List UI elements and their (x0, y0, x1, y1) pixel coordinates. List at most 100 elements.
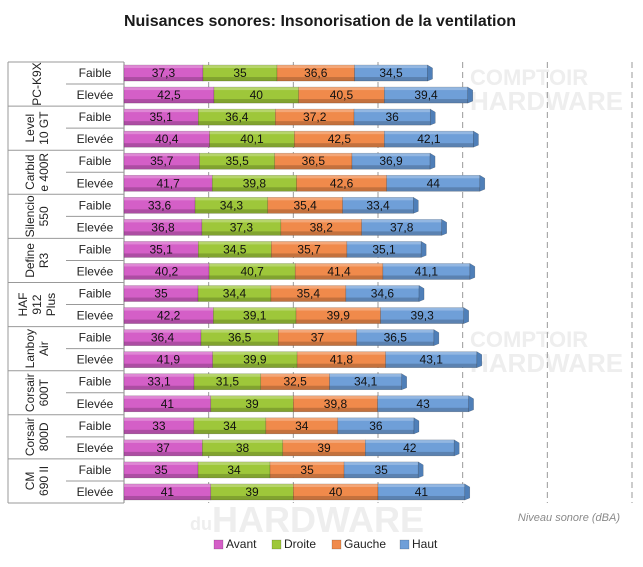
bar-segment-highlight (294, 131, 385, 135)
bar-end-cap (417, 461, 424, 479)
value-label: 37 (311, 331, 325, 345)
group-label-6: LanboyAir (23, 329, 51, 368)
legend-label-gauche: Gauche (344, 537, 386, 551)
bar-segment-highlight (201, 219, 281, 223)
level-label: Elevée (77, 309, 114, 323)
bar-segment-highlight (212, 175, 297, 179)
value-label: 39 (245, 485, 259, 499)
bar-segment-shade (280, 231, 362, 236)
bar-segment-shade (124, 143, 210, 148)
bar-segment-shade (213, 319, 297, 324)
bar-segment-highlight (337, 417, 414, 421)
bar-end-cap (418, 285, 425, 302)
value-label: 39,3 (410, 309, 434, 323)
value-label: 40 (329, 485, 343, 499)
value-label: 42,5 (157, 88, 181, 102)
group-label-line: PC-K9X (30, 62, 44, 105)
bar-segment-highlight (124, 439, 203, 443)
bar-segment-shade (124, 495, 211, 500)
bar-segment-highlight (384, 87, 468, 91)
bar-segment-highlight (356, 329, 434, 333)
bar-segment-shade (124, 451, 203, 456)
bar-segment-highlight (124, 153, 200, 157)
bar-segment-highlight (265, 417, 338, 421)
legend: Avant Droite Gauche Haut (213, 537, 438, 551)
group-label-line: Lanboy (23, 329, 37, 368)
value-label: 37,3 (230, 220, 254, 234)
value-label: 36,5 (228, 331, 252, 345)
bar-segment-highlight (193, 417, 266, 421)
value-label: 39 (245, 397, 259, 411)
bar-segment-shade (124, 77, 203, 82)
bar-segment-highlight (202, 439, 283, 443)
bar-segment-highlight (378, 483, 465, 487)
bar-segment-highlight (384, 131, 474, 135)
value-label: 41 (161, 397, 175, 411)
value-label: 37,2 (303, 110, 327, 124)
bar-end-cap (476, 351, 483, 369)
bar-segment-shade (293, 407, 378, 412)
bar-segment-gauche (295, 307, 381, 324)
value-label: 39,9 (243, 353, 267, 367)
bar-segment-haut (364, 439, 455, 457)
value-label: 39,4 (414, 88, 438, 102)
group-label-line: Corsair (23, 418, 37, 457)
bar-segment-highlight (345, 285, 420, 289)
bar-segment-shade (201, 231, 281, 236)
value-label: 43 (416, 397, 430, 411)
group-label-line: Silencio (23, 195, 37, 237)
bar-segment-highlight (282, 439, 366, 443)
bar-segment-highlight (354, 65, 428, 69)
bars-area (123, 64, 486, 501)
bar-end-cap (453, 439, 460, 457)
group-label-line: Level (23, 114, 37, 143)
bar-segment-highlight (124, 395, 211, 399)
bar-segment-highlight (124, 109, 199, 113)
bar-segment-highlight (377, 395, 469, 399)
bar-segment-shade (386, 187, 480, 192)
bar-end-cap (467, 86, 473, 104)
bar-segment-shade (295, 275, 383, 280)
value-label: 36,4 (225, 110, 249, 124)
bar-segment-shade (124, 231, 202, 236)
bar-segment-shade (124, 341, 202, 346)
bar-segment-avant (123, 483, 212, 501)
value-label: 36 (369, 419, 383, 433)
value-label: 35,5 (225, 154, 249, 168)
bar-segment-highlight (342, 197, 414, 201)
legend-swatch-haut (399, 539, 410, 550)
bar-segment-shade (356, 341, 434, 346)
bar-end-cap (473, 130, 479, 148)
value-label: 40,1 (240, 132, 264, 146)
group-label-line: 690 II (37, 466, 51, 496)
value-label: 34,5 (223, 242, 247, 256)
bar-segment-shade (124, 363, 213, 368)
bar-end-cap (401, 373, 407, 391)
value-label: 42 (403, 441, 417, 455)
group-label-8: Corsair800D (23, 418, 51, 457)
level-label: Elevée (77, 220, 114, 234)
value-label: 33,6 (148, 198, 172, 212)
bar-segment-highlight (124, 307, 214, 311)
group-label-0: PC-K9X (30, 62, 44, 105)
bar-segment-shade (277, 77, 355, 82)
bar-segment-shade (260, 385, 330, 390)
bar-end-cap (430, 108, 436, 126)
chart-title: Nuisances sonores: Insonorisation de la … (124, 13, 516, 30)
group-label-1: Level10 GT (23, 111, 51, 145)
bar-segment-shade (210, 407, 294, 412)
bar-segment-shade (342, 209, 414, 214)
bar-segment-highlight (198, 241, 272, 245)
watermark-comptoir-top: COMPTOIR (470, 65, 588, 90)
value-label: 36,5 (384, 331, 408, 345)
bar-segment-highlight (271, 241, 347, 245)
value-label: 35 (233, 66, 247, 80)
bar-segment-highlight (298, 87, 385, 91)
bar-segment-highlight (293, 483, 378, 487)
bar-segment-shade (209, 143, 295, 148)
watermark-comptoir-mid: COMPTOIR (470, 327, 588, 352)
bar-segment-shade (271, 253, 347, 258)
value-label: 35,1 (372, 242, 396, 256)
bar-segment-shade (344, 473, 419, 478)
bar-segment-shade (198, 297, 271, 302)
